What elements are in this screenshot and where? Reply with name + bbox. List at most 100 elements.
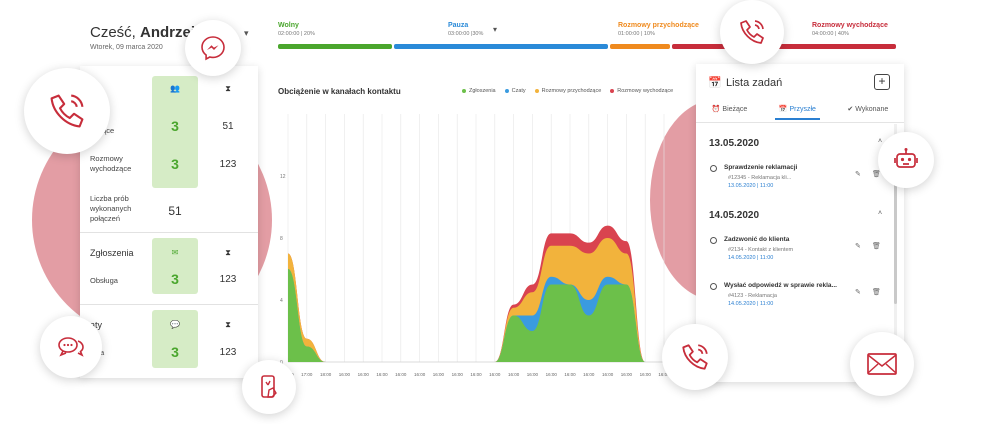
day-header: 13.05.2020	[709, 138, 760, 149]
status-label: Wolny	[278, 22, 299, 29]
greeting: Cześć, Andrzej	[90, 24, 195, 41]
task-title: Zadzwonić do klienta	[724, 236, 790, 243]
hourglass-icon: ⧗	[225, 84, 231, 93]
trash-icon[interactable]: 🗑	[872, 289, 881, 296]
user-name: Andrzej	[140, 24, 196, 41]
x-tick-label: 16:00	[564, 372, 576, 377]
status-segment-wychodzace[interactable]: Rozmowy wychodzące 04:00:00 | 40%	[672, 22, 896, 52]
legend-label: Zgłoszenia	[469, 88, 496, 94]
scrollbar-thumb[interactable]	[894, 164, 897, 304]
task-item[interactable]: Zadzwonić do klienta #2134 - Kontakt z k…	[710, 236, 895, 266]
calendar-icon: 📅	[708, 77, 722, 89]
chat-icon: 💬	[170, 320, 180, 329]
chevron-up-icon[interactable]: ˄	[878, 138, 883, 145]
chats-header: aty	[90, 320, 103, 330]
x-tick-label: 18:00	[320, 372, 332, 377]
chart-title: Obciążenie w kanałach kontaktu	[278, 87, 401, 96]
chevron-down-icon[interactable]: ▾	[493, 25, 498, 34]
incoming-value: 51	[222, 121, 234, 132]
task-sub: #12345 - Reklamacja kli...	[728, 175, 792, 181]
stats-panel: y 👥 ⧗ odzące 3 51 Rozmowy wychodzące 3 1…	[80, 66, 258, 378]
task-list-panel: 📅 Lista zadań + ⏰ Bieżące 📅 Przyszłe ✔ W…	[696, 64, 904, 382]
tab-label: Bieżące	[722, 106, 748, 113]
chats-agents-value: 3	[171, 344, 179, 360]
tab-label: Wykonane	[855, 106, 889, 113]
legend-swatch	[462, 89, 466, 93]
x-tick-label: 16:00	[395, 372, 407, 377]
status-segment-pauza[interactable]: Pauza 03:00:00 |30%	[394, 22, 608, 52]
task-title: Sprawdzenie reklamacji	[724, 164, 798, 171]
edit-icon[interactable]: ✎	[855, 171, 861, 178]
legend-item[interactable]: Rozmowy wychodzące	[610, 88, 673, 94]
outgoing-agents-value: 3	[171, 156, 179, 172]
phone-icon	[24, 68, 110, 154]
chevron-up-icon[interactable]: ˄	[878, 210, 883, 217]
task-sub: #4123 - Reklamacja	[728, 293, 777, 299]
status-bar-fill	[278, 44, 392, 49]
divider	[696, 122, 904, 123]
task-checkbox[interactable]	[710, 165, 717, 172]
phone-tap-icon	[242, 360, 296, 414]
greeting-prefix: Cześć,	[90, 24, 136, 41]
x-tick-label: 16:00	[621, 372, 633, 377]
task-item[interactable]: Wysłać odpowiedź w sprawie rekla... #412…	[710, 282, 895, 312]
task-item[interactable]: Sprawdzenie reklamacji #12345 - Reklamac…	[710, 164, 895, 194]
status-bar-fill	[394, 44, 608, 49]
chart-legend: Zgłoszenia Czaty Rozmowy przychodzące Ro…	[462, 88, 673, 94]
day-header: 14.05.2020	[709, 210, 760, 221]
phone-icon	[662, 324, 728, 390]
status-segment-wolny[interactable]: Wolny 02:00:00 | 20%	[278, 22, 392, 52]
x-tick-label: 16:00	[640, 372, 652, 377]
status-label: Pauza	[448, 22, 469, 29]
x-tick-label: 16:00	[583, 372, 595, 377]
status-sub: 04:00:00 | 40%	[812, 31, 849, 37]
legend-swatch	[504, 89, 509, 93]
x-tick-label: 16:00	[527, 372, 539, 377]
legend-item[interactable]: Rozmowy przychodzące	[534, 88, 602, 94]
status-bar-fill	[672, 44, 896, 49]
edit-icon[interactable]: ✎	[855, 289, 861, 296]
outgoing-value: 123	[219, 159, 237, 170]
edit-icon[interactable]: ✎	[855, 243, 861, 250]
legend-label: Czaty	[511, 88, 526, 94]
phone-icon	[720, 0, 784, 64]
status-label: Rozmowy przychodzące	[618, 22, 699, 29]
highlight-column	[152, 76, 198, 188]
hourglass-icon: ⧗	[225, 248, 231, 257]
task-date: 14.05.2020 | 11:00	[728, 301, 774, 307]
tickets-agents-value: 3	[171, 271, 179, 287]
tickets-label: Obsługa	[90, 276, 118, 285]
trash-icon[interactable]: 🗑	[872, 243, 881, 250]
x-tick-label: 16:00	[433, 372, 445, 377]
task-title: Wysłać odpowiedź w sprawie rekla...	[724, 282, 837, 289]
x-tick-label: 16:00	[376, 372, 388, 377]
robot-icon	[878, 132, 934, 188]
y-tick-label: 8	[280, 236, 283, 242]
tab-label: Przyszłe	[789, 106, 816, 113]
status-segment-przychodzace[interactable]: Rozmowy przychodzące 01:00:00 | 10%	[610, 22, 699, 52]
status-bar-fill	[610, 44, 670, 49]
task-checkbox[interactable]	[710, 283, 717, 290]
highlight-column	[152, 310, 198, 368]
add-task-button[interactable]: +	[874, 74, 890, 90]
area-series-zgłoszenia	[288, 269, 664, 362]
tab-current[interactable]: ⏰ Bieżące	[711, 106, 748, 113]
task-checkbox[interactable]	[710, 237, 717, 244]
mail-icon	[850, 332, 914, 396]
legend-item[interactable]: Czaty	[504, 88, 526, 94]
divider	[80, 304, 258, 305]
workload-chart: 1284016:0017:0018:0016:0016:0016:0016:00…	[280, 114, 668, 377]
status-label: Rozmowy wychodzące	[812, 22, 888, 29]
chevron-down-icon[interactable]: ▾	[244, 28, 249, 38]
messenger-icon	[185, 20, 241, 76]
tab-future[interactable]: 📅 Przyszłe	[774, 104, 820, 120]
legend-label: Rozmowy przychodzące	[541, 88, 602, 94]
tab-done[interactable]: ✔ Wykonane	[847, 106, 889, 113]
trash-icon[interactable]: 🗑	[872, 171, 881, 178]
divider	[80, 232, 258, 233]
chat-bubbles-icon	[40, 316, 102, 378]
legend-label: Rozmowy wychodzące	[617, 88, 674, 94]
x-tick-label: 17:00	[301, 372, 313, 377]
legend-item[interactable]: Zgłoszenia	[462, 88, 496, 94]
